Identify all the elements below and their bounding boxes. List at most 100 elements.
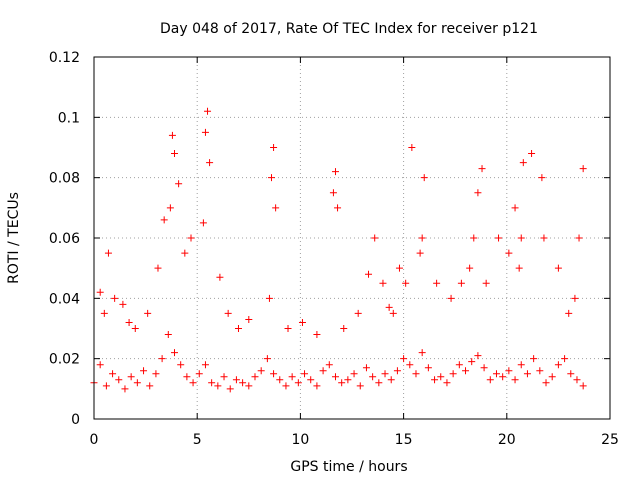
x-tick-label: 0: [90, 432, 99, 448]
data-point: [265, 294, 273, 302]
data-point: [331, 373, 339, 381]
x-axis-label: GPS time / hours: [290, 459, 407, 475]
data-point: [239, 379, 247, 387]
data-point: [170, 150, 178, 158]
data-point: [418, 349, 426, 357]
data-point: [338, 379, 346, 387]
data-point: [272, 204, 280, 212]
data-point: [571, 294, 579, 302]
data-point: [402, 279, 410, 287]
data-point: [447, 294, 455, 302]
x-tick-label: 5: [193, 432, 202, 448]
data-point: [457, 279, 465, 287]
grid-lines: [94, 57, 610, 419]
data-point: [406, 361, 414, 369]
data-point: [424, 364, 432, 372]
data-point: [245, 382, 253, 390]
data-point: [195, 370, 203, 378]
data-point: [554, 264, 562, 272]
data-point: [216, 273, 224, 281]
data-points: [90, 107, 587, 393]
data-point: [140, 367, 148, 375]
data-point: [362, 364, 370, 372]
data-point: [187, 234, 195, 242]
data-point: [268, 174, 276, 182]
y-axis-label: ROTI / TECUs: [6, 192, 22, 284]
data-point: [331, 168, 339, 176]
data-point: [245, 315, 253, 323]
data-point: [517, 361, 525, 369]
data-point: [443, 379, 451, 387]
data-point: [344, 376, 352, 384]
data-point: [486, 376, 494, 384]
x-tick-labels: 0 5 10 15 20 25: [90, 432, 619, 448]
data-point: [226, 385, 234, 393]
data-point: [515, 264, 523, 272]
x-tick-label: 25: [601, 432, 619, 448]
data-point: [183, 373, 191, 381]
data-point: [199, 219, 207, 227]
data-point: [152, 370, 160, 378]
data-point: [334, 204, 342, 212]
data-point: [121, 385, 129, 393]
data-point: [354, 309, 362, 317]
data-point: [455, 361, 463, 369]
data-point: [536, 367, 544, 375]
data-point: [579, 165, 587, 173]
data-point: [104, 249, 112, 257]
data-point: [109, 370, 117, 378]
data-point: [115, 376, 123, 384]
data-point: [220, 373, 228, 381]
y-tick-label: 0.02: [49, 352, 80, 368]
data-point: [369, 373, 377, 381]
y-tick-label: 0.06: [49, 231, 80, 247]
data-point: [393, 367, 401, 375]
data-point: [468, 358, 476, 366]
data-point: [181, 249, 189, 257]
data-point: [133, 379, 141, 387]
data-point: [224, 309, 232, 317]
data-point: [482, 279, 490, 287]
data-point: [416, 249, 424, 257]
data-point: [206, 159, 214, 167]
data-point: [164, 331, 172, 339]
data-point: [119, 300, 127, 308]
data-point: [201, 128, 209, 136]
data-point: [381, 370, 389, 378]
y-tick-label: 0.1: [58, 110, 80, 126]
data-point: [270, 370, 278, 378]
axis-ticks: [93, 56, 611, 420]
data-point: [170, 349, 178, 357]
x-tick-label: 20: [498, 432, 516, 448]
data-point: [540, 234, 548, 242]
data-point: [350, 370, 358, 378]
data-point: [433, 279, 441, 287]
data-point: [474, 352, 482, 360]
chart-title: Day 048 of 2017, Rate Of TEC Index for r…: [160, 21, 538, 37]
data-point: [523, 370, 531, 378]
y-tick-label: 0: [71, 412, 80, 428]
data-point: [567, 370, 575, 378]
data-point: [131, 325, 139, 332]
data-point: [437, 373, 445, 381]
data-point: [499, 373, 507, 381]
data-point: [517, 234, 525, 242]
data-point: [158, 355, 166, 363]
data-point: [371, 234, 379, 242]
data-point: [208, 379, 216, 387]
data-point: [166, 204, 174, 212]
data-point: [204, 107, 212, 115]
y-tick-label: 0.04: [49, 291, 80, 307]
data-point: [408, 144, 416, 151]
data-point: [548, 373, 556, 381]
data-point: [270, 144, 278, 151]
data-point: [214, 382, 222, 390]
data-point: [565, 309, 573, 317]
data-point: [480, 364, 488, 372]
data-point: [284, 325, 292, 332]
data-point: [251, 373, 259, 381]
data-point: [144, 309, 152, 317]
data-point: [175, 180, 183, 188]
